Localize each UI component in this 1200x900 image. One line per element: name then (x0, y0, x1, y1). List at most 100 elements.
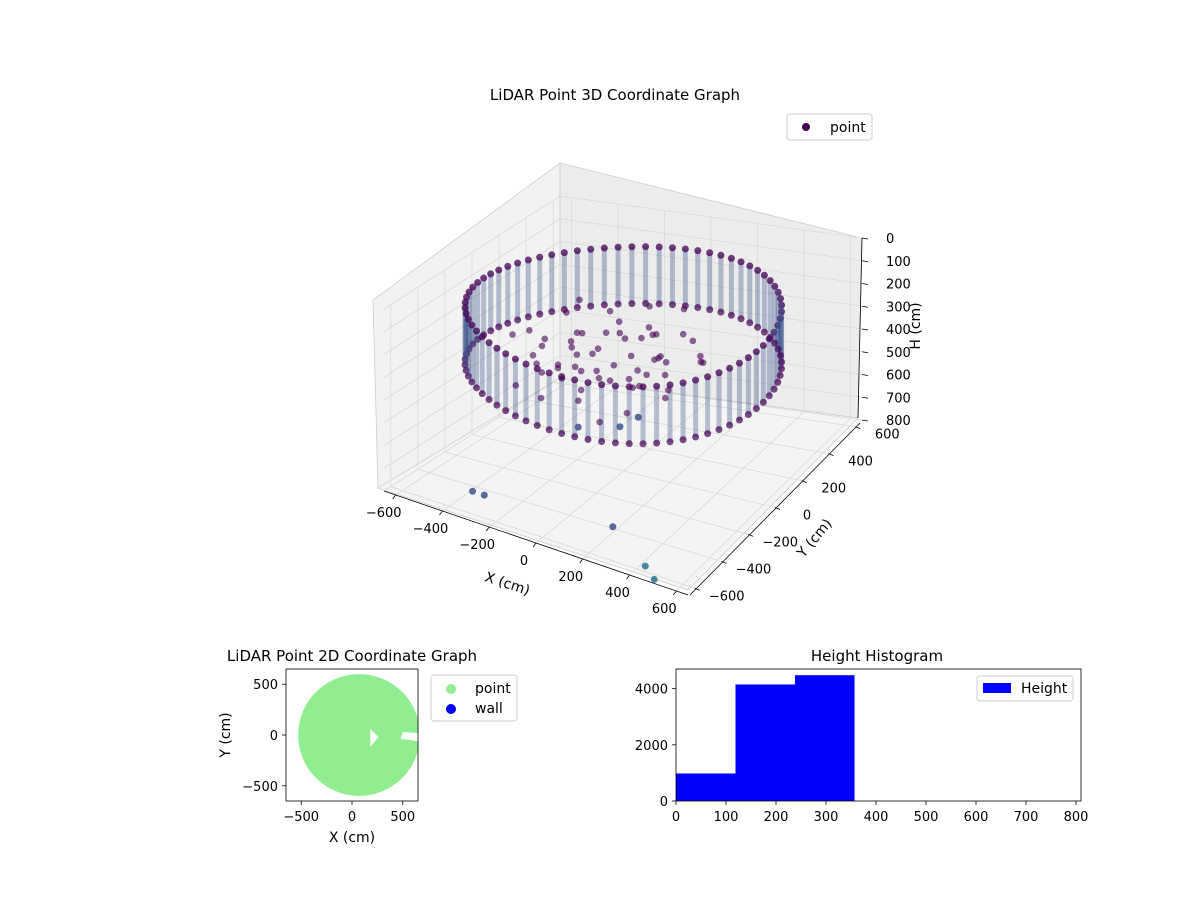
x-tick (579, 558, 584, 564)
y-tick-label: 0 (270, 729, 278, 744)
cloud-point-bottom (744, 411, 752, 419)
chart-3d-ticks: −600−400−2000200400600−600−400−200020040… (366, 232, 911, 617)
cloud-inner-point (643, 371, 650, 379)
cloud-point-bottom (533, 422, 541, 430)
cloud-point-bottom (504, 319, 512, 327)
grid-line-z (383, 263, 863, 378)
cloud-inner-point (568, 344, 576, 351)
cloud-point-bottom (472, 384, 480, 392)
y-tick-label: 4000 (635, 683, 668, 698)
cloud-inner-point (554, 361, 562, 369)
x-tick-label: −200 (459, 538, 495, 553)
cloud-point-bottom (746, 319, 754, 327)
outlier-point (480, 491, 488, 499)
cloud-inner-point (602, 329, 610, 337)
y-tick (748, 534, 754, 537)
cloud-point-top (752, 348, 760, 356)
cloud-point-bottom (462, 366, 470, 374)
z-tick (861, 396, 869, 399)
cloud-inner-point (512, 382, 520, 389)
z-tick (861, 419, 869, 422)
cloud-point-top (548, 251, 556, 259)
y-tick (801, 480, 807, 483)
cloud-point-bottom (536, 310, 544, 318)
y-tick-label: 0 (803, 509, 811, 524)
chart-2d-legend-wall-marker (446, 704, 456, 714)
cloud-inner-point (649, 331, 657, 339)
chart-3d-legend-frame (786, 113, 873, 141)
cloud-point-bottom (679, 436, 687, 444)
outlier-point (609, 523, 617, 531)
cloud-point-bottom (461, 361, 469, 369)
cloud-point-bottom (464, 372, 472, 380)
cloud-point-top (666, 381, 674, 389)
cloud-inner-point (577, 386, 585, 394)
outlier-point (469, 487, 477, 495)
cloud-inner-point (558, 375, 566, 382)
cloud-point-top (485, 339, 493, 347)
cloud-point-bottom (611, 439, 619, 447)
x-tick-label: 400 (605, 586, 630, 601)
cloud-inner-point (645, 324, 653, 331)
chart-2d-y-label: Y (cm) (218, 712, 234, 758)
cloud-point-bottom (752, 405, 760, 413)
cloud-inner-point (665, 386, 672, 394)
cloud-point-top (598, 381, 606, 389)
cloud-point-top (522, 360, 530, 368)
cloud-point-top (706, 249, 714, 257)
cloud-point-bottom (771, 339, 779, 347)
x-tick (485, 526, 490, 532)
cloud-point-top (478, 333, 486, 341)
cloud-point-bottom (777, 365, 785, 373)
cloud-point-bottom (587, 302, 595, 310)
x-tick-label: −600 (366, 506, 402, 521)
z-tick (861, 305, 869, 308)
cloud-inner-point (595, 374, 603, 382)
cloud-point-top (480, 274, 488, 282)
cloud-point-top (514, 259, 522, 267)
cloud-point-top (474, 278, 482, 286)
cloud-point-bottom (514, 316, 522, 324)
cloud-point-top (587, 245, 595, 253)
cloud-point-bottom (524, 313, 532, 321)
z-tick (861, 260, 869, 263)
chart-3d-legend: point (786, 113, 873, 141)
cloud-inner-point (680, 305, 688, 313)
cloud-point-top (774, 321, 782, 329)
cloud-point-bottom (770, 385, 778, 393)
z-tick-label: 0 (886, 232, 894, 247)
grid-line-z (383, 354, 863, 469)
cloud-point-top (770, 328, 778, 336)
x-tick-label: 600 (964, 810, 989, 825)
z-tick-label: 300 (886, 300, 911, 315)
chart-2d-legend-wall-label: wall (475, 701, 503, 717)
cloud-point-top (777, 308, 785, 316)
cloud-point-top (504, 262, 512, 270)
cloud-point-bottom (584, 435, 592, 443)
chart-3d-z-label: H (cm) (908, 302, 924, 349)
z-tick-label: 700 (886, 391, 911, 406)
cloud-inner-point (638, 334, 645, 342)
x-tick-label: 300 (814, 810, 839, 825)
cloud-point-top (704, 373, 712, 381)
cloud-inner-point (593, 367, 600, 375)
histogram-legend: Height (976, 675, 1074, 702)
grid-line-z (383, 309, 863, 424)
cloud-inner-point (679, 330, 687, 338)
histogram-title: Height Histogram (811, 647, 943, 665)
cloud-inner-point (661, 394, 669, 402)
x-tick-label: 400 (864, 810, 889, 825)
cloud-point-top (560, 249, 568, 257)
x-tick (532, 542, 537, 548)
cloud-inner-point (629, 384, 637, 391)
histogram-bars (676, 675, 855, 801)
cloud-point-top (628, 243, 636, 251)
chart-2d: LiDAR Point 2D Coordinate Graph −500 0 500… (218, 647, 518, 846)
cloud-point-top (472, 327, 480, 335)
cloud-point-bottom (692, 433, 700, 441)
cloud-point-bottom (469, 340, 477, 348)
y-tick-label: 400 (848, 455, 873, 470)
cloud-inner-point (636, 382, 643, 390)
cloud-inner-point (689, 337, 697, 345)
cloud-point-bottom (625, 440, 633, 448)
